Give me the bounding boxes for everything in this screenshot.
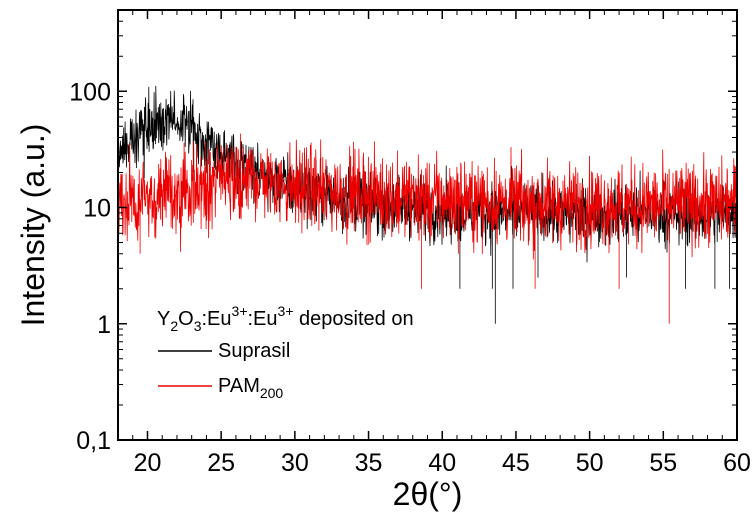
x-tick-label: 25 <box>207 449 235 477</box>
legend-entry-pam200-part: PAM <box>218 375 260 397</box>
legend-title: Y2O3:Eu3+:Eu3+ deposited on <box>157 303 414 334</box>
x-tick-label: 30 <box>281 449 309 477</box>
legend-title-part: deposited on <box>294 308 414 330</box>
y-tick-label: 0,1 <box>76 427 111 455</box>
legend-title-part: 2 <box>170 318 178 334</box>
legend: Y2O3:Eu3+:Eu3+ deposited onSuprasilPAM20… <box>157 303 414 401</box>
legend-entry-pam200: PAM200 <box>218 375 283 401</box>
x-tick-label: 40 <box>428 449 456 477</box>
x-tick-label: 45 <box>502 449 530 477</box>
legend-entry-pam200-part: 200 <box>260 385 284 401</box>
ticks-layer <box>118 9 738 441</box>
x-tick-label: 60 <box>723 449 751 477</box>
x-tick-label: 55 <box>649 449 677 477</box>
legend-title-part: Y <box>157 308 170 330</box>
series-line-pam200 <box>117 133 738 324</box>
x-tick-label: 20 <box>134 449 162 477</box>
y-tick-label: 1 <box>97 311 111 339</box>
y-tick-label: 10 <box>83 195 111 223</box>
y-axis-title: Intensity (a.u.) <box>15 124 51 327</box>
series-layer <box>117 85 738 324</box>
tick-labels: 20 25 30 35 40 45 50 55 60 0,1 1 10 100 <box>69 78 751 477</box>
legend-title-part: O <box>178 308 194 330</box>
legend-title-part: 3 <box>194 318 202 334</box>
legend-entry-suprasil: Suprasil <box>218 340 290 362</box>
legend-title-part: 3+ <box>232 303 248 319</box>
x-tick-label: 50 <box>576 449 604 477</box>
x-tick-label: 35 <box>355 449 383 477</box>
x-axis-title: 2θ(°) <box>393 476 463 512</box>
y-tick-label: 100 <box>69 78 111 106</box>
legend-title-part: :Eu <box>202 308 232 330</box>
legend-title-part: 3+ <box>278 303 294 319</box>
legend-entry-suprasil-part: Suprasil <box>218 340 290 362</box>
legend-title-part: :Eu <box>248 308 278 330</box>
